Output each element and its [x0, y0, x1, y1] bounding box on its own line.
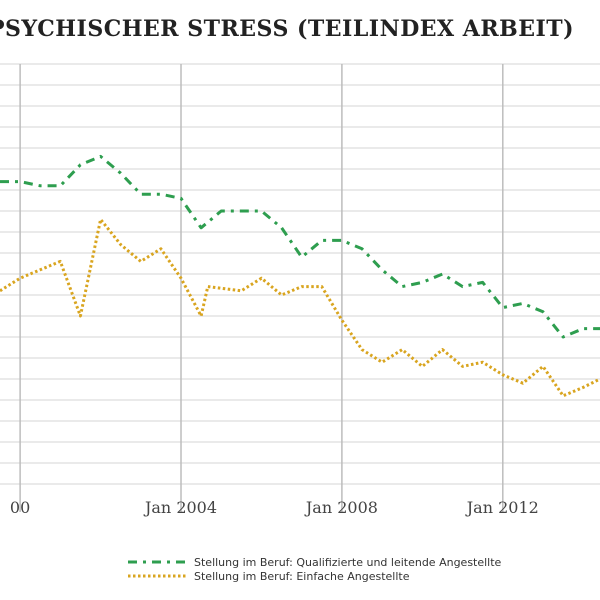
x-tick-label: 00: [10, 498, 30, 517]
series-lines: [0, 154, 600, 398]
chart-title: PSYCHISCHER STRESS (TEILINDEX ARBEIT): [0, 16, 574, 42]
legend-label-einfache: Stellung im Beruf: Einfache Angestellte: [194, 570, 410, 583]
x-axis-tick-labels: 00 Jan 2004 Jan 2008 Jan 2012: [10, 498, 539, 517]
x-tick-label: Jan 2008: [304, 498, 378, 517]
grid: [0, 63, 600, 512]
x-tick-label: Jan 2012: [465, 498, 539, 517]
x-tick-label: Jan 2004: [143, 498, 217, 517]
legend-item-einfache: Stellung im Beruf: Einfache Angestellte: [128, 570, 410, 583]
legend-label-qualifizierte: Stellung im Beruf: Qualifizierte und lei…: [194, 556, 502, 569]
legend-item-qualifizierte: Stellung im Beruf: Qualifizierte und lei…: [128, 556, 502, 569]
series-line-qualifizierte: [0, 154, 600, 339]
series-line-einfache: [0, 217, 600, 398]
legend: Stellung im Beruf: Qualifizierte und lei…: [128, 556, 502, 583]
